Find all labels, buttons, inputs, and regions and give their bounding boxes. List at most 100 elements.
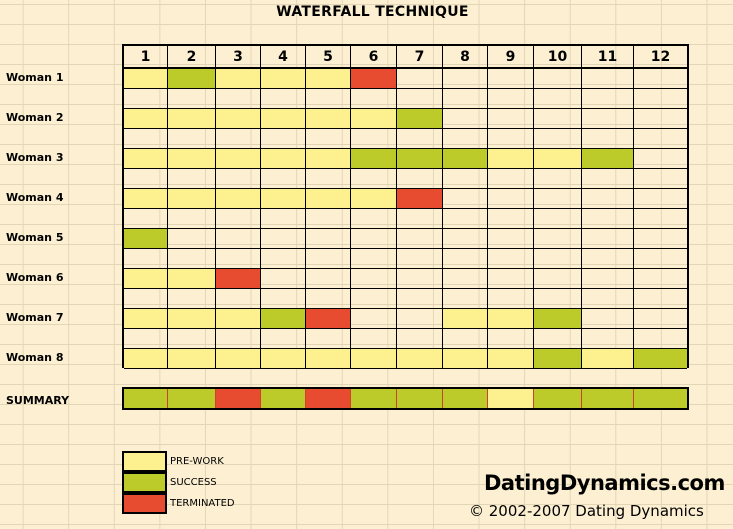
spacer-cell: [351, 209, 397, 229]
row-label: Woman 7: [6, 311, 64, 324]
cell-8-6: [351, 349, 397, 369]
spacer-cell: [261, 329, 306, 349]
cell-8-4: [261, 349, 306, 369]
cell-5-4: [261, 229, 306, 249]
cell-7-12: [634, 309, 687, 329]
cell-4-6: [351, 189, 397, 209]
cell-2-1: [124, 109, 168, 129]
spacer-cell: [582, 329, 634, 349]
spacer-cell: [261, 169, 306, 189]
cell-7-9: [488, 309, 534, 329]
cell-2-10: [534, 109, 582, 129]
cell-7-2: [168, 309, 216, 329]
cell-8-10: [534, 349, 582, 369]
legend-label: PRE-WORK: [170, 456, 224, 467]
spacer-cell: [582, 169, 634, 189]
spacer-cell: [397, 209, 443, 229]
cell-5-7: [397, 229, 443, 249]
spacer-cell: [634, 329, 687, 349]
spacer-cell: [634, 89, 687, 109]
cell-6-11: [582, 269, 634, 289]
spacer-cell: [582, 249, 634, 269]
column-header-3: 3: [216, 46, 261, 67]
spacer-cell: [306, 329, 351, 349]
legend-label: TERMINATED: [170, 498, 235, 509]
summary-cell-5: [306, 389, 351, 408]
spacer-cell: [124, 289, 168, 309]
cell-4-11: [582, 189, 634, 209]
legend-swatch-success: [122, 472, 167, 493]
spacer-cell: [351, 89, 397, 109]
cell-5-12: [634, 229, 687, 249]
cell-1-3: [216, 69, 261, 89]
spacer-cell: [306, 209, 351, 229]
spacer-cell: [124, 89, 168, 109]
spacer-cell: [443, 209, 488, 229]
cell-3-3: [216, 149, 261, 169]
cell-2-3: [216, 109, 261, 129]
spacer-cell: [124, 329, 168, 349]
cell-5-11: [582, 229, 634, 249]
spacer-cell: [488, 329, 534, 349]
spacer-cell: [168, 129, 216, 149]
header-divider: [124, 67, 687, 69]
spacer-cell: [443, 289, 488, 309]
cell-5-2: [168, 229, 216, 249]
cell-3-9: [488, 149, 534, 169]
spacer-cell: [261, 289, 306, 309]
spacer-cell: [397, 329, 443, 349]
spacer-cell: [634, 129, 687, 149]
summary-cell-1: [124, 389, 168, 408]
column-header-5: 5: [306, 46, 351, 67]
cell-2-9: [488, 109, 534, 129]
summary-cell-7: [397, 389, 443, 408]
cell-8-7: [397, 349, 443, 369]
cell-3-1: [124, 149, 168, 169]
spacer-cell: [216, 209, 261, 229]
summary-label: SUMMARY: [6, 394, 70, 407]
row-label: Woman 1: [6, 71, 64, 84]
spacer-cell: [488, 89, 534, 109]
row-label: Woman 3: [6, 151, 64, 164]
cell-6-7: [397, 269, 443, 289]
cell-8-3: [216, 349, 261, 369]
spacer-cell: [306, 129, 351, 149]
summary-cell-6: [351, 389, 397, 408]
cell-4-10: [534, 189, 582, 209]
cell-2-5: [306, 109, 351, 129]
row-label: Woman 2: [6, 111, 64, 124]
summary-cell-11: [582, 389, 634, 408]
cell-8-1: [124, 349, 168, 369]
cell-2-12: [634, 109, 687, 129]
spacer-cell: [261, 89, 306, 109]
spacer-cell: [488, 169, 534, 189]
column-header-6: 6: [351, 46, 397, 67]
spacer-cell: [488, 249, 534, 269]
summary-cell-4: [261, 389, 306, 408]
cell-6-8: [443, 269, 488, 289]
spacer-cell: [534, 249, 582, 269]
cell-3-10: [534, 149, 582, 169]
cell-3-8: [443, 149, 488, 169]
spacer-cell: [124, 169, 168, 189]
cell-3-4: [261, 149, 306, 169]
spacer-cell: [168, 249, 216, 269]
spacer-cell: [168, 169, 216, 189]
spacer-cell: [582, 89, 634, 109]
cell-8-9: [488, 349, 534, 369]
cell-2-2: [168, 109, 216, 129]
cell-3-5: [306, 149, 351, 169]
cell-4-5: [306, 189, 351, 209]
spacer-cell: [216, 169, 261, 189]
cell-3-7: [397, 149, 443, 169]
cell-4-2: [168, 189, 216, 209]
cell-5-10: [534, 229, 582, 249]
cell-4-3: [216, 189, 261, 209]
column-header-9: 9: [488, 46, 534, 67]
column-header-1: 1: [124, 46, 168, 67]
spacer-cell: [534, 329, 582, 349]
spacer-cell: [534, 169, 582, 189]
cell-1-8: [443, 69, 488, 89]
spacer-cell: [634, 249, 687, 269]
spacer-cell: [443, 89, 488, 109]
